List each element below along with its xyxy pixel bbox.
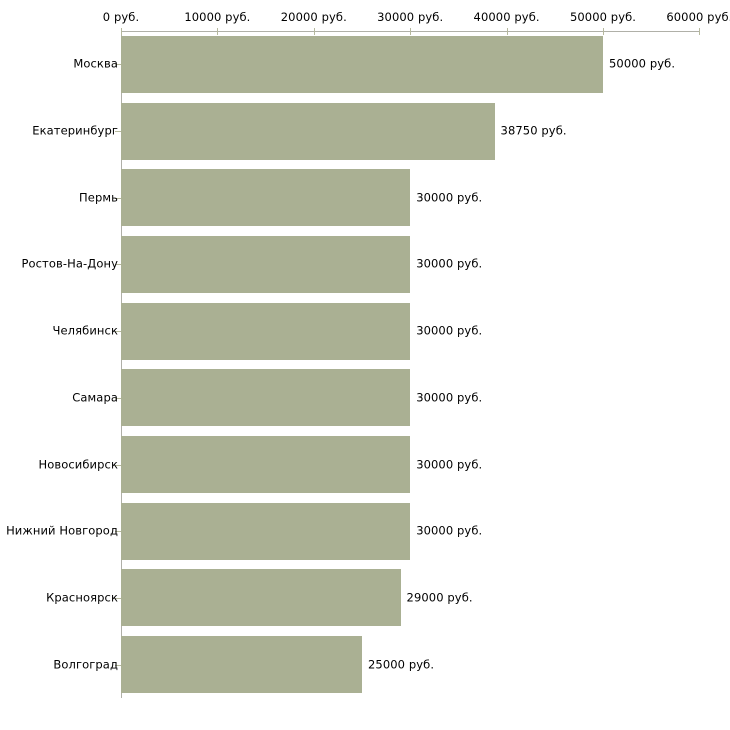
- y-axis-category-label: Ростов-На-Дону: [21, 256, 118, 271]
- bar-value-label: 38750 руб.: [500, 123, 567, 138]
- y-axis-tick: [115, 531, 121, 532]
- y-axis-category-label: Самара: [72, 390, 118, 405]
- bar-value-label: 30000 руб.: [416, 523, 483, 538]
- bar-value-label: 30000 руб.: [416, 190, 483, 205]
- bar[interactable]: [121, 236, 411, 293]
- y-axis-category-label: Волгоград: [53, 657, 118, 672]
- y-axis-tick: [115, 398, 121, 399]
- y-axis-category-label: Пермь: [79, 190, 118, 205]
- y-axis-tick: [115, 465, 121, 466]
- x-axis-tick: [121, 28, 122, 35]
- x-axis-tick-label: 30000 руб.: [377, 10, 444, 24]
- bar-value-label: 30000 руб.: [416, 256, 483, 271]
- y-axis-category-label: Москва: [73, 56, 118, 71]
- x-axis-tick: [313, 28, 315, 35]
- bar[interactable]: [121, 36, 603, 93]
- y-axis-tick: [115, 131, 121, 132]
- bar-value-label: 50000 руб.: [609, 56, 676, 71]
- x-axis-tick: [603, 28, 604, 35]
- x-axis-tick: [217, 28, 219, 35]
- y-axis-tick: [115, 598, 121, 599]
- y-axis-tick: [115, 198, 121, 199]
- bar[interactable]: [121, 569, 401, 626]
- y-axis-tick: [115, 665, 121, 666]
- bar-value-label: 30000 руб.: [416, 457, 483, 472]
- bar[interactable]: [121, 636, 362, 693]
- x-axis-tick-label: 10000 руб.: [184, 10, 251, 24]
- y-axis-category-label: Новосибирск: [38, 457, 118, 472]
- y-axis-line: [121, 31, 122, 698]
- bar-value-label: 30000 руб.: [416, 390, 483, 405]
- bar[interactable]: [121, 303, 411, 360]
- bar[interactable]: [121, 369, 411, 426]
- bar[interactable]: [121, 503, 411, 560]
- x-axis-tick: [699, 28, 701, 35]
- y-axis-category-label: Екатеринбург: [32, 123, 118, 138]
- y-axis-tick: [115, 331, 121, 332]
- x-axis-tick: [410, 28, 412, 35]
- y-axis-tick: [115, 264, 121, 265]
- x-axis-tick-label: 0 руб.: [102, 10, 140, 24]
- bar[interactable]: [121, 103, 495, 160]
- y-axis-category-label: Нижний Новгород: [6, 523, 118, 538]
- x-axis-tick-label: 20000 руб.: [280, 10, 347, 24]
- bar-value-label: 25000 руб.: [368, 657, 435, 672]
- y-axis-category-label: Красноярск: [46, 590, 118, 605]
- y-axis-category-label: Челябинск: [52, 323, 118, 338]
- bar[interactable]: [121, 169, 411, 226]
- x-axis-tick: [506, 28, 508, 35]
- bar[interactable]: [121, 436, 411, 493]
- x-axis-tick-label: 40000 руб.: [473, 10, 540, 24]
- y-axis-tick: [115, 64, 121, 65]
- x-axis-tick-label: 60000 руб.: [666, 10, 730, 24]
- bar-value-label: 30000 руб.: [416, 323, 483, 338]
- bar-value-label: 29000 руб.: [406, 590, 473, 605]
- x-axis-tick-label: 50000 руб.: [569, 10, 637, 24]
